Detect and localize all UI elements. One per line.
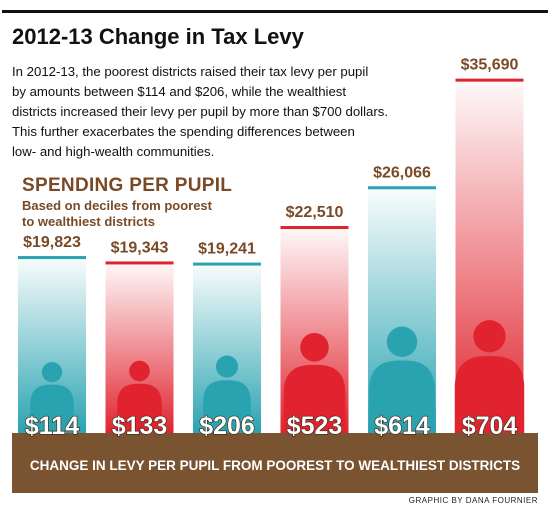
levy-change-label: $114 [25,412,79,440]
intro-line: This further exacerbates the spending di… [12,124,355,139]
spending-value-label: $26,066 [373,164,431,181]
bar-top-edge [105,261,174,265]
person-head [473,320,506,353]
person-body [117,383,162,433]
levy-change-label: $614 [374,412,430,440]
intro-line: districts increased their levy per pupil… [12,104,389,119]
spending-value-label: $19,823 [23,234,81,251]
bar-top-edge [455,78,524,82]
person-body [283,364,346,433]
section-heading: SPENDING PER PUPIL [22,175,233,196]
bar-top-edge [368,186,436,190]
bar-top-edge [193,262,261,266]
footer-band [12,433,538,493]
intro-line: by amounts between $114 and $206, while … [12,84,347,99]
bar-top-edge [18,256,86,260]
section-subheading: Based on deciles from poorest to wealthi… [22,198,212,230]
person-head [215,355,239,378]
intro-line: low- and high-wealth communities. [12,144,215,159]
levy-change-label: $133 [112,412,168,440]
graphic-frame [2,10,548,501]
person-head [300,333,329,362]
section-sub-line: to wealthiest districts [22,214,155,229]
spending-value-label: $19,343 [111,239,169,256]
person-body [30,384,74,433]
intro-line: In 2012-13, the poorest districts raised… [12,64,369,79]
person-body [454,356,525,433]
person-head [129,360,150,382]
bar-top-edge [280,226,349,230]
person-head [386,326,418,357]
person-head [41,362,63,383]
levy-change-label: $704 [462,412,518,440]
spending-value-label: $35,690 [461,57,519,74]
levy-change-label: $523 [287,412,343,440]
levy-change-label: $206 [199,412,255,440]
person-body [203,380,251,433]
chart-title: 2012-13 Change in Tax Levy [12,24,304,49]
section-sub-line: Based on deciles from poorest [22,198,212,213]
spending-value-label: $19,241 [198,241,256,258]
footer-caption: CHANGE IN LEVY PER PUPIL FROM POOREST TO… [29,458,521,473]
spending-value-label: $22,510 [286,204,344,221]
intro-paragraph: In 2012-13, the poorest districts raised… [12,62,412,162]
person-body [369,360,435,433]
graphic-credit: GRAPHIC BY DANA FOURNIER [408,496,538,505]
